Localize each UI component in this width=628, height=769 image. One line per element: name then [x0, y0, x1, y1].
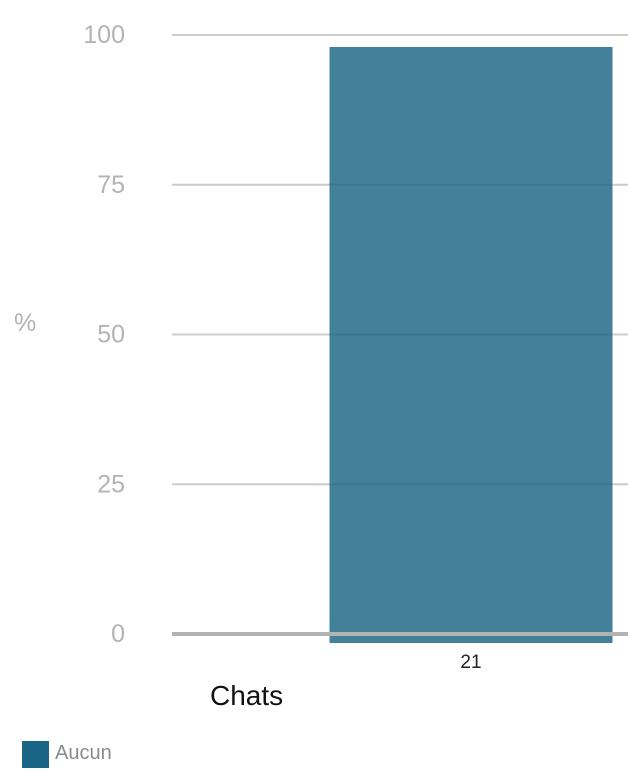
bars	[329, 46, 613, 644]
y-tick-label: 50	[97, 321, 125, 349]
x-axis-ticks: 21	[460, 652, 481, 673]
y-axis-label: %	[14, 309, 36, 337]
y-tick-label: 100	[83, 21, 125, 49]
legend-label-aucun: Aucun	[55, 742, 112, 764]
bar-aucun	[329, 46, 613, 644]
y-tick-label: 75	[97, 171, 125, 199]
y-tick-label: 0	[111, 620, 125, 648]
legend-swatch-aucun	[22, 741, 49, 768]
legend: Aucun	[22, 741, 112, 768]
y-tick-label: 25	[97, 470, 125, 498]
y-axis-ticks: 0 25 50 75 100	[83, 21, 125, 648]
x-tick-label: 21	[460, 652, 481, 673]
x-axis-label: Chats	[210, 680, 283, 711]
